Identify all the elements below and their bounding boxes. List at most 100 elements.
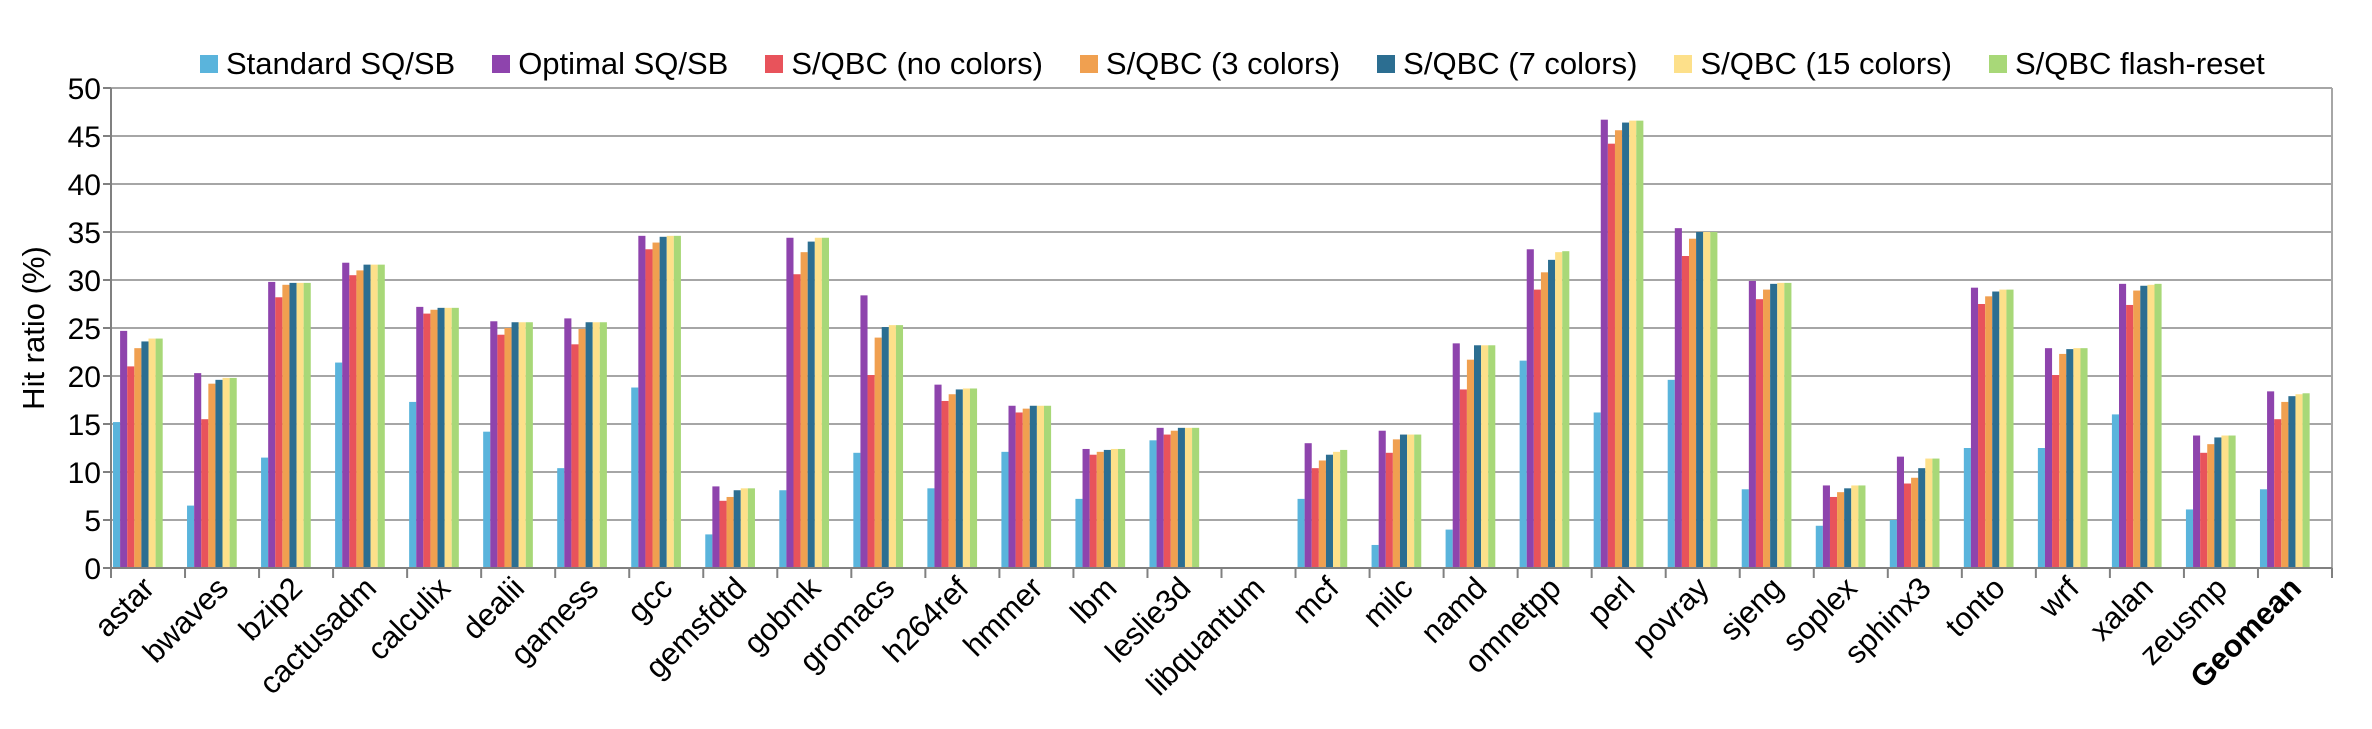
bar-sphinx3-series-2 xyxy=(1904,483,1912,568)
legend-item: S/QBC (7 colors) xyxy=(1377,46,1637,82)
bar-dealii-series-6 xyxy=(525,322,533,568)
bar-omnetpp-series-6 xyxy=(1562,251,1570,568)
bar-hmmer-series-5 xyxy=(1036,405,1044,568)
bar-perl-series-1 xyxy=(1600,119,1608,569)
y-tick-label: 25 xyxy=(68,313,101,346)
bar-bwaves-series-3 xyxy=(208,383,216,568)
bar-calculix-series-1 xyxy=(416,306,424,568)
bar-tonto-series-5 xyxy=(1999,289,2007,568)
y-tick-label: 5 xyxy=(84,505,101,538)
bar-wrf-series-0 xyxy=(2037,448,2045,568)
bar-omnetpp-series-0 xyxy=(1519,360,1527,568)
bar-zeusmp-series-5 xyxy=(2221,435,2229,568)
bar-hmmer-series-2 xyxy=(1015,412,1023,568)
bar-povray-series-3 xyxy=(1689,238,1697,568)
bar-bwaves-series-4 xyxy=(215,379,223,568)
y-tick-label: 20 xyxy=(68,361,101,394)
bar-lbm-series-5 xyxy=(1110,448,1119,568)
bar-mcf-series-6 xyxy=(1340,449,1348,568)
bar-soplex-series-4 xyxy=(1844,488,1852,568)
bar-tonto-series-6 xyxy=(2006,289,2014,568)
bar-gemsfdtd-series-0 xyxy=(705,534,713,568)
bar-leslie3d-series-5 xyxy=(1184,427,1193,568)
bar-milc-series-0 xyxy=(1371,544,1379,568)
bar-povray-series-1 xyxy=(1674,228,1682,568)
legend: Standard SQ/SB Optimal SQ/SB S/QBC (no col… xyxy=(200,40,2302,88)
bar-namd-series-2 xyxy=(1459,389,1467,568)
bar-perl-series-0 xyxy=(1593,412,1601,568)
bar-gamess-series-4 xyxy=(585,322,593,568)
x-tick-label-gcc: gcc xyxy=(620,570,679,629)
bar-hmmer-series-0 xyxy=(1001,451,1009,568)
bar-mcf-series-5 xyxy=(1333,451,1341,568)
bar-wrf-series-4 xyxy=(2066,349,2074,568)
bar-calculix-series-2 xyxy=(423,313,431,568)
legend-item: Standard SQ/SB xyxy=(200,46,455,82)
bar-lbm-series-3 xyxy=(1096,451,1104,568)
bar-hmmer-series-1 xyxy=(1008,405,1016,568)
legend-swatch xyxy=(200,55,218,73)
bar-wrf-series-5 xyxy=(2073,348,2081,568)
bar-mcf-series-0 xyxy=(1297,498,1305,568)
x-tick-label-mcf: mcf xyxy=(1285,570,1345,630)
bar-gromacs-series-1 xyxy=(860,295,868,568)
bar-milc-series-3 xyxy=(1392,439,1400,568)
bar-bzip2-series-3 xyxy=(282,284,290,568)
bar-lbm-series-1 xyxy=(1082,448,1090,568)
bar-Geomean-series-2 xyxy=(2274,419,2282,568)
bar-h264ref-series-3 xyxy=(948,394,956,568)
bar-sjeng-series-3 xyxy=(1763,289,1771,568)
bar-tonto-series-4 xyxy=(1992,291,2000,568)
bar-zeusmp-series-6 xyxy=(2228,435,2236,568)
x-tick-label-milc: milc xyxy=(1356,570,1420,634)
bar-cactusadm-series-1 xyxy=(342,262,350,568)
y-tick-label: 50 xyxy=(68,73,101,106)
legend-item: S/QBC (no colors) xyxy=(765,46,1043,82)
y-tick-label: 0 xyxy=(84,553,101,586)
bar-h264ref-series-2 xyxy=(941,400,949,568)
bar-h264ref-series-6 xyxy=(969,388,978,568)
bar-tonto-series-3 xyxy=(1985,296,1993,568)
bar-povray-series-6 xyxy=(1710,232,1718,568)
legend-swatch xyxy=(1079,55,1098,73)
bar-xalan-series-1 xyxy=(2119,283,2127,568)
bar-Geomean-series-1 xyxy=(2267,391,2275,568)
bar-zeusmp-series-0 xyxy=(2185,509,2194,568)
bar-leslie3d-series-3 xyxy=(1170,430,1178,568)
bar-h264ref-series-1 xyxy=(934,384,942,568)
bar-sjeng-series-6 xyxy=(1784,282,1792,568)
legend-swatch xyxy=(1988,55,2007,73)
legend-label: S/QBC (7 colors) xyxy=(1403,46,1638,81)
bar-dealii-series-3 xyxy=(504,328,512,568)
bar-mcf-series-2 xyxy=(1311,468,1319,568)
bar-astar-series-4 xyxy=(141,341,149,568)
bar-sphinx3-series-5 xyxy=(1925,458,1933,568)
bar-gcc-series-2 xyxy=(645,249,653,568)
bar-cactusadm-series-6 xyxy=(377,264,385,568)
bar-hmmer-series-3 xyxy=(1022,408,1030,568)
bar-astar-series-1 xyxy=(120,330,128,568)
bar-bzip2-series-1 xyxy=(268,281,276,568)
bar-mcf-series-4 xyxy=(1325,454,1334,568)
bar-zeusmp-series-4 xyxy=(2214,437,2222,568)
bar-soplex-series-0 xyxy=(1815,525,1823,568)
bar-perl-series-4 xyxy=(1622,122,1630,568)
bar-gobmk-series-4 xyxy=(807,241,815,568)
bar-calculix-series-6 xyxy=(451,307,459,568)
bar-xalan-series-4 xyxy=(2140,285,2148,568)
bar-perl-series-2 xyxy=(1607,143,1615,568)
bar-mcf-series-1 xyxy=(1304,443,1312,568)
bar-omnetpp-series-4 xyxy=(1548,259,1556,568)
legend-swatch xyxy=(1674,55,1693,73)
bar-povray-series-4 xyxy=(1696,232,1704,568)
bar-gromacs-series-0 xyxy=(853,452,861,568)
bar-calculix-series-4 xyxy=(437,307,445,568)
bar-xalan-series-6 xyxy=(2154,283,2162,568)
y-tick-label: 30 xyxy=(68,265,101,298)
legend-label: Optimal SQ/SB xyxy=(518,46,729,81)
y-tick-label: 15 xyxy=(68,409,101,442)
bar-wrf-series-3 xyxy=(2059,353,2067,568)
bar-sjeng-series-2 xyxy=(1755,299,1764,568)
bar-dealii-series-4 xyxy=(511,322,519,568)
y-axis-label: Hit ratio (%) xyxy=(16,246,51,410)
